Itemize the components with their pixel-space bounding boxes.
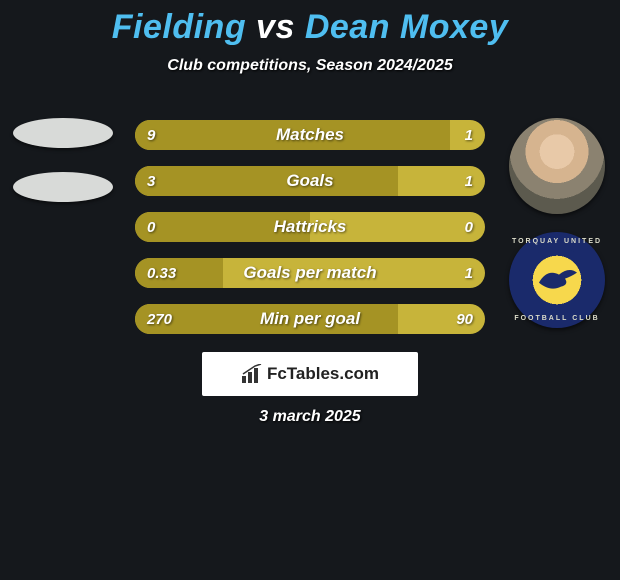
brand-box[interactable]: FcTables.com [202,352,418,396]
stat-right-value: 1 [453,120,485,150]
stat-left-value: 9 [135,120,167,150]
stat-row: Goals per match0.331 [135,258,485,288]
player1-avatar-placeholder [13,118,113,148]
date-text: 3 march 2025 [0,408,620,426]
stat-label: Min per goal [135,304,485,334]
chart-icon [241,364,263,384]
stat-left-value: 0 [135,212,167,242]
stat-row: Matches9 1 [135,120,485,150]
stat-label: Goals [135,166,485,196]
stat-right-value: 90 [444,304,485,334]
stat-left-value: 0.33 [135,258,188,288]
title-player1: Fielding [112,8,246,46]
stat-row: Hattricks0 0 [135,212,485,242]
club-bird-icon [535,265,579,293]
stat-row: Goals3 1 [135,166,485,196]
stat-label: Matches [135,120,485,150]
brand-text: FcTables.com [267,364,379,384]
stat-label: Hattricks [135,212,485,242]
title-vs: vs [256,8,295,46]
club-name-bottom: FOOTBALL CLUB [509,315,605,322]
player1-club-placeholder [13,172,113,202]
club-name-top: TORQUAY UNITED [509,238,605,245]
stat-bars: Matches91Goals31Hattricks00Goals per mat… [135,120,485,350]
subtitle: Club competitions, Season 2024/2025 [0,57,620,75]
stat-row: Min per goal270 90 [135,304,485,334]
stat-left-value: 270 [135,304,184,334]
title-player2: Dean Moxey [305,8,508,46]
stat-right-value: 0 [453,212,485,242]
right-player-column: TORQUAY UNITED FOOTBALL CLUB [502,118,612,328]
stat-left-value: 3 [135,166,167,196]
left-player-column [8,118,118,226]
stat-right-value: 1 [453,166,485,196]
stat-right-value: 1 [453,258,485,288]
player2-avatar [509,118,605,214]
comparison-title: Fielding vs Dean Moxey [0,0,620,47]
player2-club-badge: TORQUAY UNITED FOOTBALL CLUB [509,232,605,328]
